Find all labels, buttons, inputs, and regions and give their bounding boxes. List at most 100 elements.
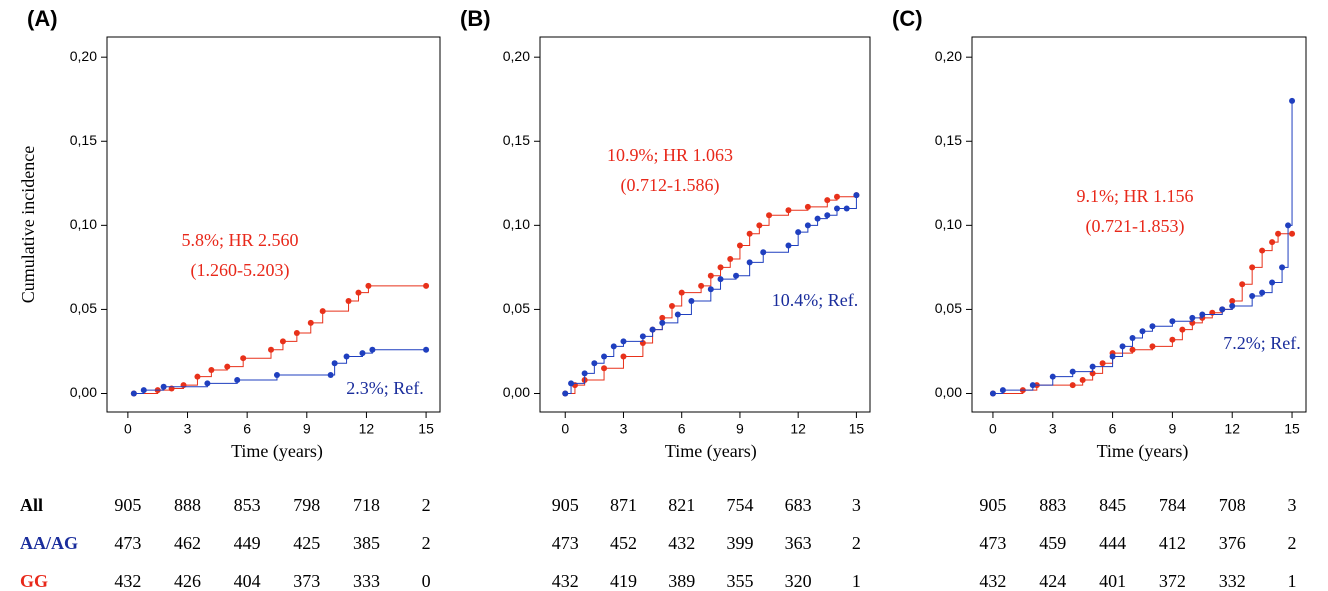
event-dot: [234, 377, 241, 384]
at-risk-count: 905: [114, 495, 141, 515]
y-tick-label: 0,10: [503, 216, 530, 232]
event-dot: [659, 314, 666, 321]
event-dot: [746, 230, 753, 237]
at-risk-count: 376: [1219, 533, 1246, 553]
event-dot: [1149, 323, 1156, 330]
event-dot: [1049, 373, 1056, 380]
event-dot: [343, 353, 350, 360]
event-dot: [568, 380, 575, 387]
event-dot: [365, 282, 372, 289]
annotation: 5.8%; HR 2.560: [182, 230, 299, 250]
y-tick-label: 0,05: [935, 300, 962, 316]
event-dot: [678, 289, 685, 296]
event-dot: [688, 298, 695, 305]
event-dot: [1189, 314, 1196, 321]
at-risk-count: 373: [293, 571, 320, 591]
at-risk-count: 459: [1039, 533, 1066, 553]
annotation: (0.712-1.586): [621, 175, 720, 196]
at-risk-count: 1: [1288, 571, 1297, 591]
event-dot: [369, 346, 376, 353]
event-dot: [1109, 353, 1116, 360]
x-tick-label: 12: [1224, 421, 1240, 437]
at-risk-count: 444: [1099, 533, 1126, 553]
x-tick-label: 12: [790, 421, 806, 437]
event-dot: [717, 264, 724, 271]
event-dot: [795, 229, 802, 236]
at-risk-count: 708: [1219, 495, 1246, 515]
y-axis-label: Cumulative incidence: [18, 146, 38, 303]
panel-label: (B): [460, 6, 491, 31]
y-tick-label: 0,05: [503, 300, 530, 316]
at-risk-count: 798: [293, 495, 320, 515]
at-risk-count: 419: [610, 571, 637, 591]
y-tick-label: 0,00: [70, 384, 97, 400]
event-dot: [639, 333, 646, 340]
event-dot: [208, 366, 215, 373]
event-dot: [1199, 311, 1206, 318]
event-dot: [1259, 289, 1266, 296]
x-tick-label: 3: [184, 421, 192, 437]
at-risk-count: 426: [174, 571, 201, 591]
at-risk-count: 683: [785, 495, 812, 515]
panel-label: (C): [892, 6, 923, 31]
event-dot: [1229, 298, 1236, 305]
x-tick-label: 12: [359, 421, 375, 437]
y-tick-label: 0,15: [70, 132, 97, 148]
at-risk-count: 399: [726, 533, 753, 553]
at-risk-count: 385: [353, 533, 380, 553]
y-tick-label: 0,00: [935, 384, 962, 400]
event-dot: [345, 298, 352, 305]
event-dot: [674, 311, 681, 318]
event-dot: [989, 390, 996, 397]
event-dot: [1289, 230, 1296, 237]
at-risk-count: 432: [979, 571, 1006, 591]
y-tick-label: 0,00: [503, 384, 530, 400]
event-dot: [240, 355, 247, 362]
event-dot: [1269, 279, 1276, 286]
at-risk-count: 905: [979, 495, 1006, 515]
event-dot: [1169, 318, 1176, 325]
event-dot: [766, 212, 773, 219]
event-dot: [319, 308, 326, 315]
event-dot: [268, 346, 275, 353]
event-dot: [601, 365, 608, 372]
event-dot: [1139, 328, 1146, 335]
at-risk-count: 2: [1288, 533, 1297, 553]
event-dot: [1069, 368, 1076, 375]
x-tick-label: 0: [124, 421, 132, 437]
event-dot: [130, 390, 137, 397]
x-tick-label: 15: [1284, 421, 1300, 437]
event-dot: [756, 222, 763, 229]
event-dot: [1285, 222, 1292, 229]
event-dot: [669, 303, 675, 310]
panel-label: (A): [27, 6, 58, 31]
at-risk-count: 845: [1099, 495, 1126, 515]
at-risk-count: 853: [234, 495, 261, 515]
event-dot: [727, 255, 734, 262]
y-tick-label: 0,20: [70, 48, 97, 64]
x-tick-label: 15: [849, 421, 865, 437]
event-dot: [273, 372, 280, 379]
event-dot: [293, 329, 300, 336]
event-dot: [843, 205, 850, 212]
event-dot: [1129, 335, 1136, 342]
x-tick-label: 0: [561, 421, 569, 437]
event-dot: [591, 360, 598, 367]
x-tick-label: 6: [678, 421, 686, 437]
at-risk-count: 412: [1159, 533, 1186, 553]
x-tick-label: 9: [1169, 421, 1177, 437]
event-dot: [1089, 363, 1096, 370]
event-dot: [359, 350, 366, 357]
annotation: (0.721-1.853): [1086, 216, 1185, 237]
event-dot: [194, 373, 201, 380]
event-dot: [423, 282, 430, 289]
event-dot: [224, 363, 231, 370]
event-dot: [804, 222, 811, 229]
event-dot: [307, 319, 314, 326]
event-dot: [562, 390, 569, 397]
at-risk-count: 0: [422, 571, 431, 591]
event-dot: [746, 259, 753, 266]
event-dot: [327, 372, 334, 379]
y-tick-label: 0,10: [70, 216, 97, 232]
